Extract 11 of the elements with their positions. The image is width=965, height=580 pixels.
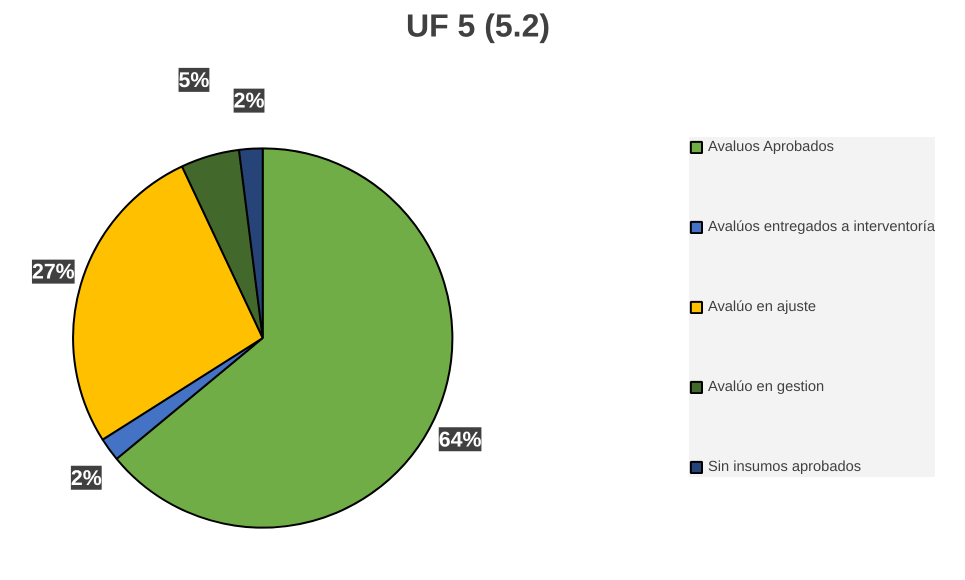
data-label: 27% [32,260,75,284]
data-label: 64% [438,427,482,452]
data-label: 5% [178,68,210,92]
legend-label: Avalúo en gestion [708,378,824,396]
legend-label: Avaluos Aprobados [708,138,834,156]
legend-label: Avalúos entregados a interventoría [708,218,935,236]
chart-title: UF 5 (5.2) [406,8,550,44]
legend-label: Avalúo en ajuste [708,298,816,316]
legend-label: Sin insumos aprobados [708,458,862,476]
data-label: 2% [234,88,264,113]
data-label: 2% [70,466,102,490]
